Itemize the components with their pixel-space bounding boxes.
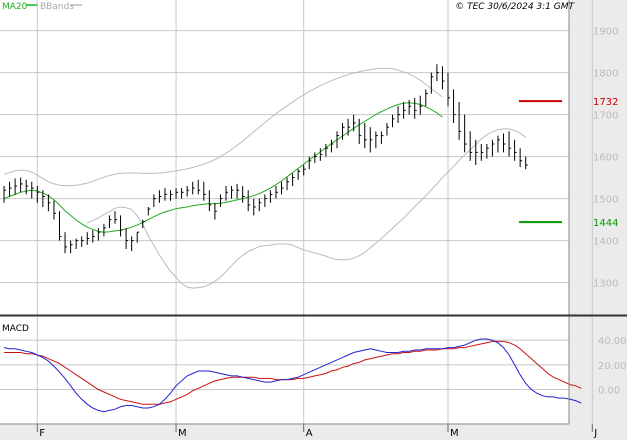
price-tick-label: 1500 bbox=[593, 195, 618, 206]
legend-ma20: MA20 bbox=[2, 2, 28, 12]
x-tick-label: J bbox=[593, 428, 597, 439]
macd-tick-label: 40.00 bbox=[598, 336, 627, 347]
x-axis-panel bbox=[0, 424, 627, 440]
resistance-level-label: 1732 bbox=[593, 97, 618, 108]
legend-bbands: BBands bbox=[40, 2, 74, 12]
price-levels: 1732 1444 bbox=[519, 97, 618, 229]
price-bars-series bbox=[3, 64, 528, 254]
x-tick-label: F bbox=[39, 428, 45, 439]
x-tick-label: A bbox=[306, 428, 313, 439]
bbands-upper-line bbox=[3, 67, 443, 187]
price-tick-label: 1600 bbox=[593, 153, 618, 164]
x-tick-label: M bbox=[178, 428, 187, 439]
x-axis-ticks: FMAMJJ bbox=[36, 424, 597, 439]
price-axis-ticks: 1300 1400 1500 1600 1700 1800 1900 bbox=[593, 27, 618, 290]
price-tick-label: 1400 bbox=[593, 237, 618, 248]
x-gridlines bbox=[36, 0, 593, 424]
ma20-line bbox=[3, 102, 443, 233]
ma20-series bbox=[3, 102, 443, 233]
signal-line bbox=[4, 340, 582, 405]
price-tick-label: 1700 bbox=[593, 111, 618, 122]
price-tick-label: 1900 bbox=[593, 27, 618, 38]
price-tick-label: 1300 bbox=[593, 279, 618, 290]
macd-series bbox=[3, 338, 582, 413]
price-gridlines bbox=[0, 30, 569, 284]
macd-axis-ticks: 0.00 20.00 40.00 bbox=[598, 336, 627, 396]
macd-tick-label: 0.00 bbox=[598, 385, 620, 396]
macd-gridlines bbox=[0, 339, 569, 390]
bbands-lower-line bbox=[87, 128, 527, 289]
x-tick-label: M bbox=[450, 428, 459, 439]
macd-axis-panel bbox=[569, 316, 627, 424]
support-level-label: 1444 bbox=[593, 218, 618, 229]
price-axis-panel bbox=[569, 0, 627, 316]
price-tick-label: 1800 bbox=[593, 69, 618, 80]
macd-line bbox=[3, 338, 582, 413]
macd-tick-label: 20.00 bbox=[598, 361, 627, 372]
bbands-series bbox=[3, 67, 527, 289]
copyright-text: © TEC 30/6/2024 3:1 GMT bbox=[455, 2, 575, 12]
macd-title: MACD bbox=[2, 324, 29, 334]
